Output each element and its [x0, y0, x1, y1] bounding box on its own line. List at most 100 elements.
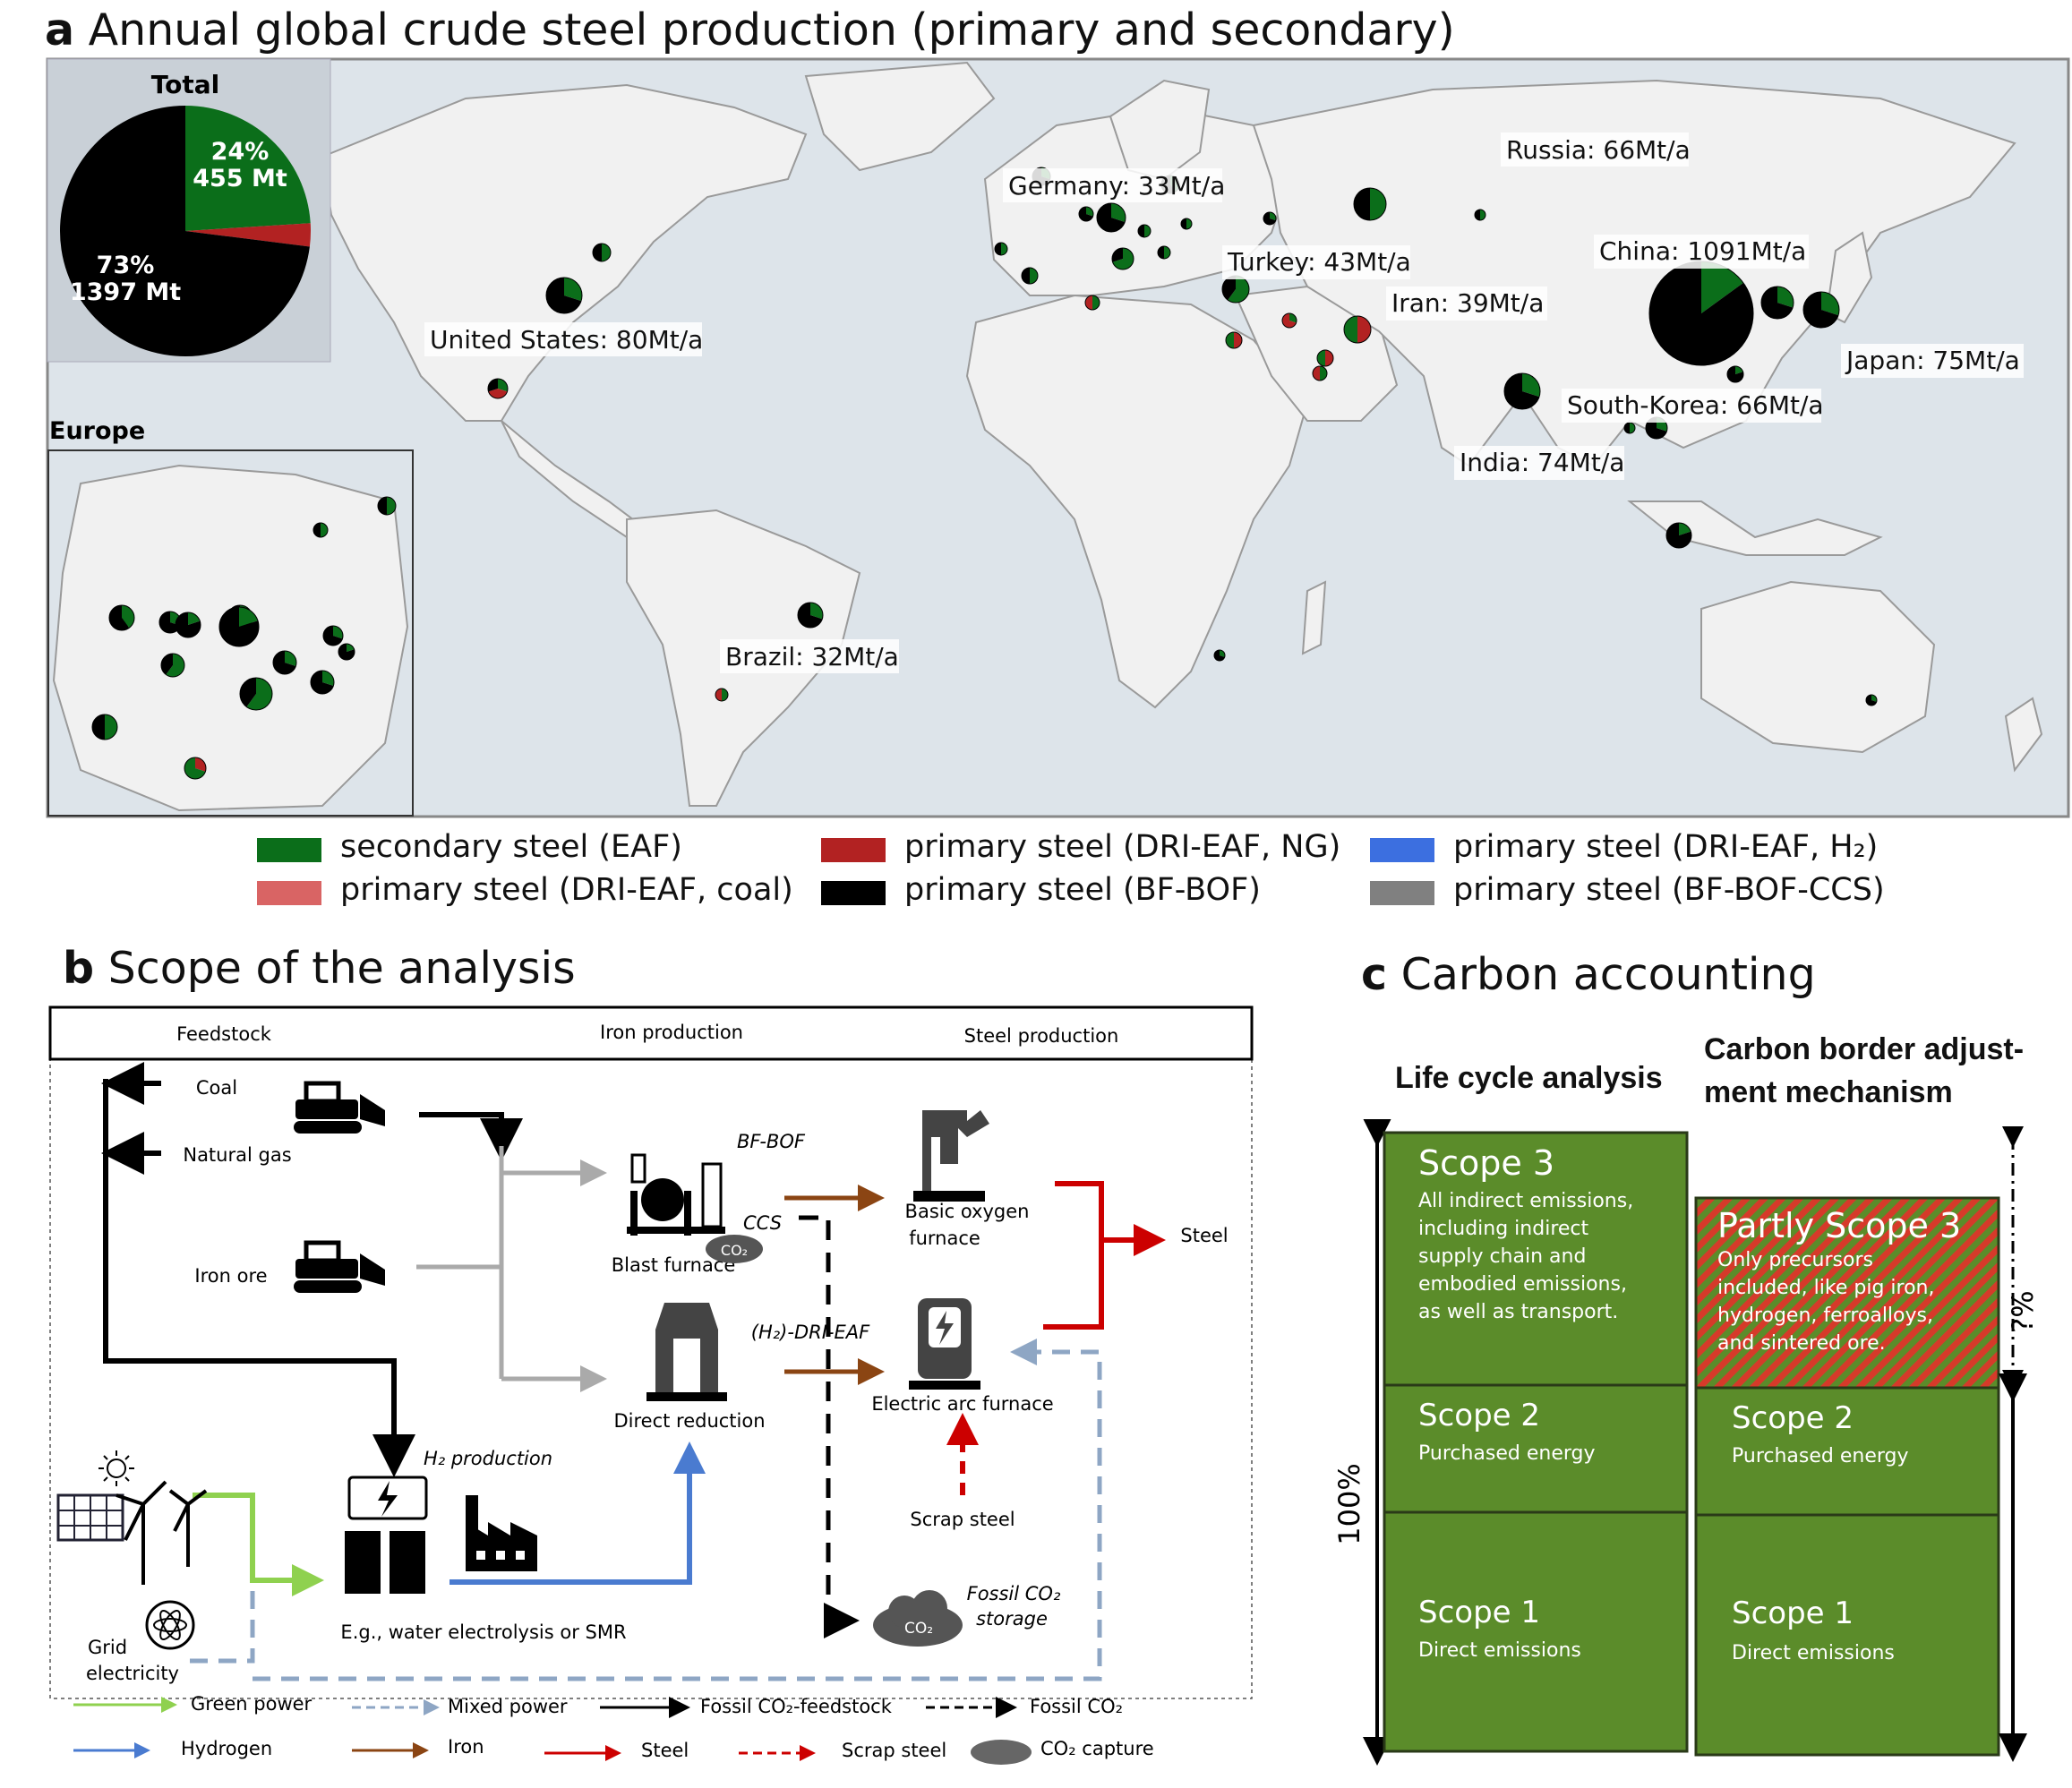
map-pie-22-slice-1: [1313, 366, 1320, 381]
col1-scope1-line1: Direct emissions: [1418, 1639, 1581, 1662]
map-pie-12-slice-0: [1370, 188, 1386, 220]
legend-hydrogen: Hydrogen: [181, 1738, 272, 1759]
land-new-zealand: [2004, 697, 2043, 773]
panel-c-title-text: Carbon accounting: [1400, 949, 1816, 1000]
map-pie-44-slice-0: [246, 678, 272, 711]
panel-a-title: a Annual global crude steel production (…: [45, 4, 1455, 56]
map-pie-32: [1180, 218, 1193, 230]
map-pie-outline-17: [1802, 291, 1840, 329]
map-pie-20-slice-1: [1666, 523, 1691, 548]
electric-arc-icon: [909, 1298, 980, 1390]
label-natural-gas: Natural gas: [183, 1144, 291, 1166]
map-pie-outline-23: [1263, 211, 1277, 226]
total-pie-slice-2: [60, 106, 310, 356]
map-pie-47: [184, 757, 207, 780]
line-steel-bracket: [1043, 1181, 1104, 1330]
map-pie-15-slice-1: [1649, 261, 1754, 365]
map-pie-22: [1312, 365, 1328, 381]
label-south-korea: South-Korea: 66Mt/a: [1567, 390, 1824, 420]
col2-scope3-line3: hydrogen, ferroalloys,: [1717, 1305, 1933, 1327]
map-pie-41-slice-1: [322, 626, 343, 646]
map-pie-48: [108, 604, 135, 631]
map-pie-21: [1726, 365, 1744, 383]
scope-legend: Green power Mixed power Fossil CO₂-feeds…: [73, 1693, 1154, 1765]
map-pie-1-slice-1: [593, 244, 602, 261]
map-pie-outline-6: [1096, 202, 1126, 233]
map-pie-7-slice-0: [1112, 248, 1134, 269]
map-pie-outline-24: [1281, 312, 1297, 329]
map-pie-outline-3: [797, 602, 824, 629]
map-pie-0-slice-1: [546, 278, 582, 313]
map-pie-26: [1084, 295, 1100, 311]
map-pie-43: [310, 670, 335, 695]
map-pie-0-slice-0: [564, 278, 583, 302]
map-pie-outline-12: [1353, 187, 1387, 221]
map-pie-outline-10: [1021, 267, 1039, 285]
col1-scope3-line5: as well as transport.: [1418, 1301, 1618, 1323]
col1-scope3-line1: All indirect emissions,: [1418, 1190, 1633, 1212]
arrow-mixed-power: [190, 1352, 1102, 1681]
map-pie-41: [322, 625, 344, 646]
map-pie-10-slice-0: [1030, 268, 1038, 284]
total-bfbof-pct: 73%: [97, 252, 155, 279]
map-pie-21-slice-1: [1727, 366, 1743, 383]
map-pie-7-slice-1: [1112, 248, 1123, 262]
map-pie-outline-18: [1503, 372, 1541, 410]
co2-cloud-icon: CO₂: [706, 1235, 763, 1263]
map-pie-16: [1760, 286, 1794, 320]
map-pie-49: [377, 496, 397, 516]
map-pie-40-slice-1: [272, 651, 296, 675]
legend-dri-coal: primary steel (DRI-EAF, coal): [340, 872, 793, 908]
map-pie-34-slice-1: [1317, 350, 1325, 366]
legend-swatch-dri-coal: [257, 881, 321, 905]
col1-scope2-title: Scope 2: [1418, 1398, 1540, 1433]
map-pie-2: [487, 378, 509, 399]
map-pie-2-slice-2: [488, 379, 498, 392]
map-pie-23-slice-0: [1270, 212, 1276, 221]
col1-scope3-title: Scope 3: [1418, 1143, 1554, 1183]
map-pie-outline-28: [1865, 694, 1878, 706]
map-pie-outline-26: [1084, 295, 1100, 311]
col2-scope2-box: [1694, 1386, 2000, 1517]
label-brazil: Brazil: 32Mt/a: [725, 642, 899, 672]
map-pie-2-slice-1: [488, 389, 508, 398]
map-land: [47, 61, 2043, 807]
label-bg-south-korea: [1562, 389, 1821, 423]
map-pie-6: [1096, 202, 1126, 233]
map-pie-outline-16: [1760, 286, 1794, 320]
map-pie-48-slice-1: [109, 605, 130, 630]
map-pie-46-slice-1: [92, 714, 105, 740]
col1-scope2-line1: Purchased energy: [1418, 1442, 1596, 1465]
map-pie-34-slice-0: [1325, 350, 1333, 366]
map-pie-45-slice-1: [161, 654, 173, 675]
map-pie-28: [1865, 694, 1878, 706]
map-pie-25-slice-0: [1480, 210, 1486, 220]
panel-b-title-text: Scope of the analysis: [107, 943, 576, 994]
map-pie-31-slice-1: [1138, 225, 1144, 237]
legend-swatch-bfbof: [821, 881, 886, 905]
map-pie-10-slice-1: [1022, 268, 1030, 284]
map-pie-23-slice-1: [1263, 212, 1276, 225]
factory-icon: [466, 1495, 537, 1571]
pct-unknown: ?%: [2006, 1290, 2040, 1332]
map-pie-outline-22: [1312, 365, 1328, 381]
map-pie-25-slice-1: [1475, 210, 1480, 220]
map-pie-outline-29: [1213, 649, 1226, 662]
bulldozer-icon: [294, 1081, 385, 1134]
map-pie-4: [715, 688, 729, 702]
label-furnace: furnace: [909, 1228, 980, 1249]
map-pie-20-slice-0: [1679, 523, 1691, 535]
map-pie-40-slice-0: [285, 651, 296, 667]
legend-steel: Steel: [641, 1740, 689, 1761]
map-pie-1-slice-0: [602, 244, 611, 261]
col2-scope2-title: Scope 2: [1732, 1400, 1854, 1436]
map-pie-outline-13: [1343, 315, 1372, 344]
map-pie-39-slice-0: [239, 607, 258, 627]
col1-scope1-box: [1383, 1510, 1689, 1753]
label-india: India: 74Mt/a: [1460, 448, 1624, 477]
solar-panel-icon: [56, 1493, 124, 1542]
map-pie-28-slice-0: [1871, 695, 1877, 702]
map-pie-17-slice-1: [1803, 292, 1839, 329]
total-pie: [60, 106, 312, 356]
map-pie-outline-31: [1137, 224, 1152, 238]
